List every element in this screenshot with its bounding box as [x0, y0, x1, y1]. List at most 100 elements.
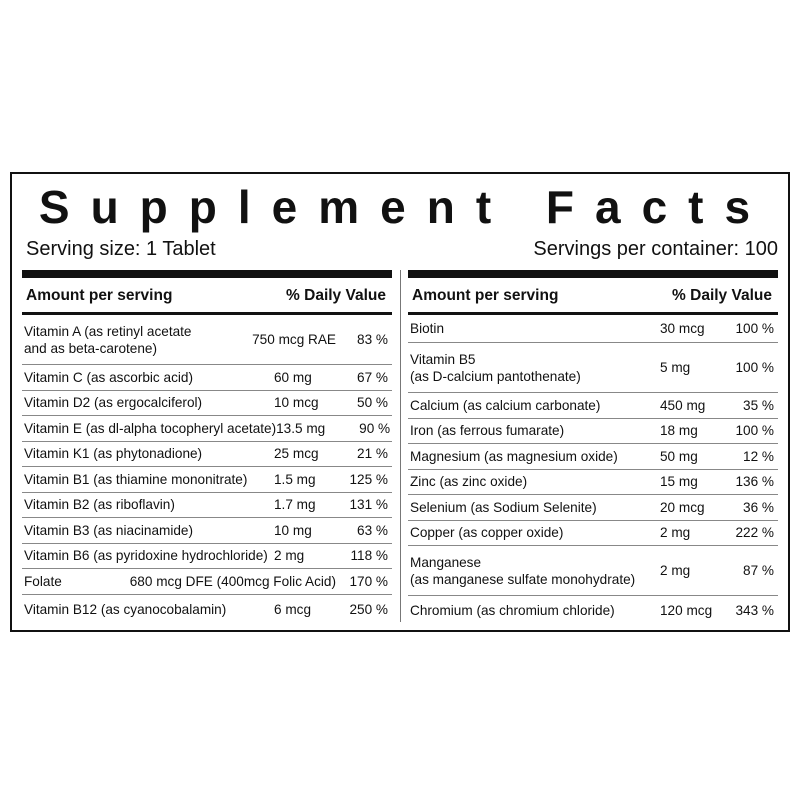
amount: 750 mcg RAE	[252, 332, 336, 347]
nutrient-name: Vitamin B5 (as D-calcium pantothenate)	[410, 351, 660, 385]
name-line: Folate	[24, 573, 62, 589]
nutrient-row: Vitamin B12 (as cyanocobalamin) 6 mcg 250 …	[22, 595, 392, 625]
facts-panel: Supplement Facts Serving size: 1 Tablet …	[10, 172, 790, 632]
amount: 1.5 mg	[274, 471, 316, 487]
name-line: Copper (as copper oxide)	[410, 525, 564, 541]
amount: 5 mg	[660, 360, 691, 375]
title: Supplement Facts	[38, 181, 772, 233]
nutrient-row: Zinc (as zinc oxide) 15 mg 136 %	[408, 470, 778, 495]
amount: 18 mg	[660, 423, 698, 439]
nutrient-name: Zinc (as zinc oxide)	[410, 473, 660, 490]
daily-value-header: % Daily Value	[672, 287, 772, 304]
name-line: Vitamin K1 (as phytonadione)	[24, 446, 203, 462]
nutrient-row: Vitamin E (as dl-alpha tocopheryl acetat…	[22, 416, 392, 442]
daily-value: 83 %	[357, 332, 388, 347]
amount: 15 mg	[660, 474, 698, 490]
nutrient-name: Vitamin D2 (as ergocalciferol)	[24, 394, 274, 411]
daily-value: 136 %	[735, 474, 774, 490]
nutrient-row: Calcium (as calcium carbonate) 450 mg 35 %	[408, 393, 778, 419]
nutrient-name: Manganese (as manganese sulfate monohydra…	[410, 554, 660, 588]
nutrient-name: Biotin	[410, 320, 660, 337]
amount: 1.7 mg	[274, 497, 316, 513]
nutrient-row: Vitamin D2 (as ergocalciferol) 10 mcg 50 %	[22, 391, 392, 416]
amount: 10 mcg	[274, 395, 319, 411]
amount: 10 mg	[274, 522, 312, 538]
nutrient-name: Calcium (as calcium carbonate)	[410, 397, 660, 414]
nutrient-row: Chromium (as chromium chloride) 120 mcg 34…	[408, 596, 778, 624]
header-bar	[22, 270, 392, 278]
nutrient-row: Biotin 30 mcg 100 %	[408, 315, 778, 343]
daily-value: 100 %	[735, 360, 774, 375]
daily-value-header: % Daily Value	[286, 287, 386, 304]
column-header: Amount per serving % Daily Value	[408, 278, 778, 315]
nutrient-name: Selenium (as Sodium Selenite)	[410, 499, 660, 516]
nutrient-row: Vitamin B5 (as D-calcium pantothenate) 5 m…	[408, 343, 778, 393]
nutrient-name: Magnesium (as magnesium oxide)	[410, 448, 660, 465]
daily-value: 222 %	[735, 525, 774, 541]
name-line: Vitamin B6 (as pyridoxine hydrochloride)	[24, 548, 268, 564]
nutrient-row: Magnesium (as magnesium oxide) 50 mg 12 %	[408, 444, 778, 470]
daily-value: 67 %	[357, 369, 388, 385]
nutrient-name: Iron (as ferrous fumarate)	[410, 422, 660, 439]
daily-value: 12 %	[743, 448, 774, 464]
nutrient-name: Vitamin B3 (as niacinamide)	[24, 522, 274, 539]
column: Amount per serving % Daily Value Biotin 30 …	[408, 270, 778, 624]
nutrient-name: Vitamin C (as ascorbic acid)	[24, 369, 274, 386]
name-line: (as manganese sulfate monohydrate)	[410, 571, 636, 587]
daily-value: 21 %	[357, 446, 388, 462]
daily-value: 100 %	[735, 423, 774, 439]
column: Amount per serving % Daily Value Vitamin A…	[22, 270, 392, 624]
amount: 450 mg	[660, 397, 706, 413]
amount-header: Amount per serving	[412, 287, 559, 304]
nutrient-row: Manganese (as manganese sulfate monohydra…	[408, 546, 778, 596]
daily-value: 87 %	[743, 563, 774, 578]
nutrient-row: Folate 680 mcg DFE (400mcg Folic Acid) 170…	[22, 569, 392, 595]
nutrient-row: Vitamin C (as ascorbic acid) 60 mg 67 %	[22, 365, 392, 391]
nutrient-row: Vitamin K1 (as phytonadione) 25 mcg 21 %	[22, 442, 392, 467]
nutrient-row: Copper (as copper oxide) 2 mg 222 %	[408, 521, 778, 546]
nutrient-row: Vitamin B2 (as riboflavin) 1.7 mg 131 %	[22, 493, 392, 518]
nutrient-row: Selenium (as Sodium Selenite) 20 mcg 36 %	[408, 495, 778, 521]
daily-value: 343 %	[735, 602, 774, 618]
nutrient-row: Vitamin A (as retinyl acetate and as beta…	[22, 315, 392, 365]
nutrient-name: Vitamin E (as dl-alpha tocopheryl acetat…	[24, 420, 276, 437]
amount: 6 mcg	[274, 601, 312, 617]
daily-value: 250 %	[349, 601, 388, 617]
name-line: Biotin	[410, 321, 445, 336]
nutrient-name: Vitamin K1 (as phytonadione)	[24, 445, 274, 462]
nutrient-row: Vitamin B1 (as thiamine mononitrate) 1.5 …	[22, 467, 392, 493]
serving-size: Serving size: 1 Tablet	[26, 238, 216, 260]
daily-value: 125 %	[349, 471, 388, 487]
name-line: Vitamin A (as retinyl acetate	[24, 323, 192, 339]
nutrient-name: Vitamin A (as retinyl acetate and as beta…	[24, 323, 252, 357]
amount-header: Amount per serving	[26, 287, 173, 304]
amount: 2 mg	[274, 548, 305, 564]
servings-per-container: Servings per container: 100	[533, 238, 778, 260]
nutrient-row: Vitamin B6 (as pyridoxine hydrochloride)…	[22, 544, 392, 569]
nutrient-row: Iron (as ferrous fumarate) 18 mg 100 %	[408, 419, 778, 444]
name-line: Vitamin B5	[410, 351, 476, 367]
name-line: Calcium (as calcium carbonate)	[410, 397, 601, 413]
name-line: Vitamin B3 (as niacinamide)	[24, 522, 193, 538]
column-header: Amount per serving % Daily Value	[22, 278, 392, 315]
name-line: Manganese	[410, 554, 482, 570]
name-line: Vitamin B12 (as cyanocobalamin)	[24, 601, 227, 617]
amount: 60 mg	[274, 369, 312, 385]
daily-value: 90 %	[359, 420, 391, 436]
name-line: Selenium (as Sodium Selenite)	[410, 499, 597, 515]
name-line: Vitamin E (as dl-alpha tocopheryl acetat…	[24, 420, 277, 436]
amount: 680 mcg DFE (400mcg Folic Acid)	[129, 573, 336, 589]
daily-value: 118 %	[350, 548, 388, 564]
daily-value: 100 %	[735, 321, 774, 336]
daily-value: 63 %	[357, 522, 388, 538]
daily-value: 131 %	[349, 497, 388, 513]
column-divider	[400, 270, 401, 622]
header-bar	[408, 270, 778, 278]
daily-value: 36 %	[743, 499, 774, 515]
name-line: Vitamin C (as ascorbic acid)	[24, 369, 193, 385]
amount: 30 mcg	[660, 321, 705, 336]
nutrient-row: Vitamin B3 (as niacinamide) 10 mg 63 %	[22, 518, 392, 544]
daily-value: 50 %	[357, 395, 388, 411]
amount: 25 mcg	[274, 446, 319, 462]
